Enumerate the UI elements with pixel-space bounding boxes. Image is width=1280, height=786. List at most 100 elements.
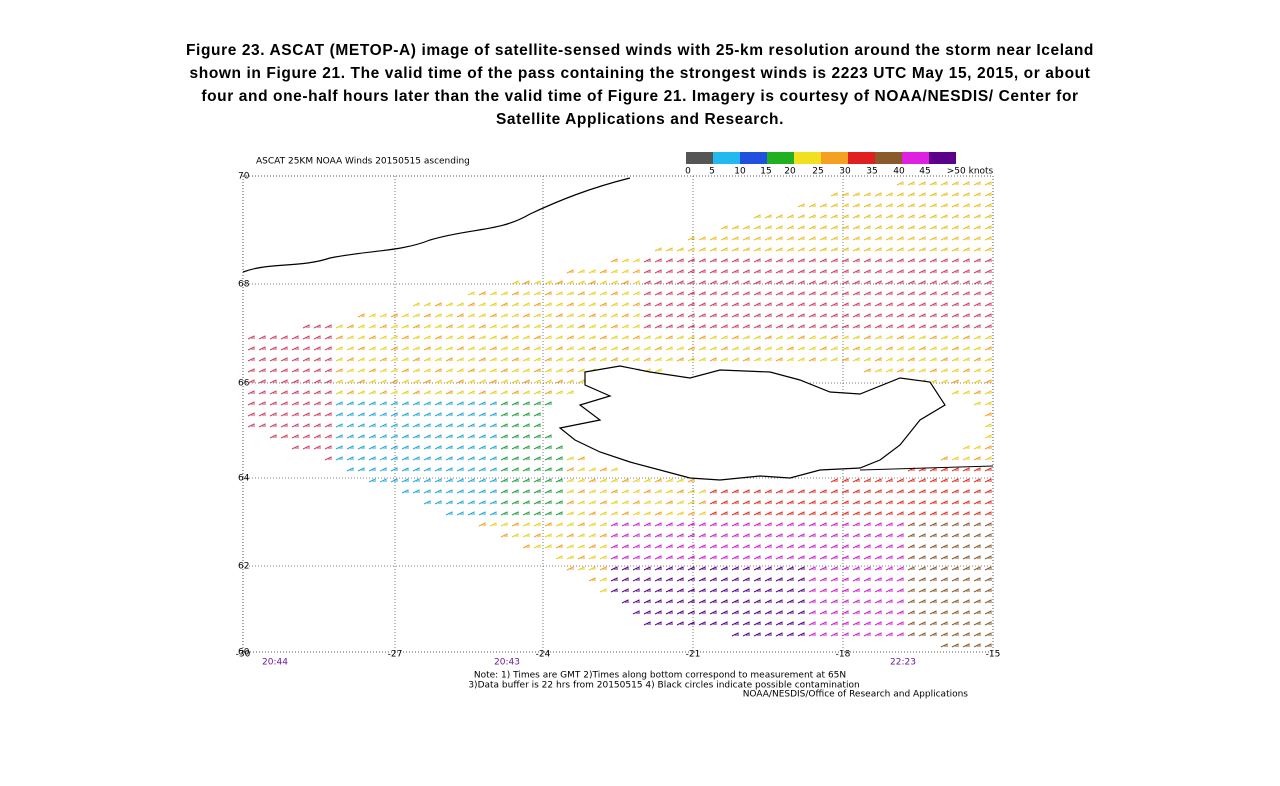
wind-barb	[720, 225, 728, 230]
wind-barb	[742, 566, 750, 571]
wind-barb	[852, 522, 860, 527]
wind-barb	[863, 346, 871, 351]
wind-barb	[709, 236, 717, 241]
wind-barb	[423, 445, 431, 450]
wind-barb	[951, 621, 959, 626]
wind-barb	[698, 566, 706, 571]
wind-barb	[489, 335, 497, 340]
wind-barb	[379, 423, 387, 428]
wind-barb	[808, 610, 816, 615]
wind-barb	[280, 401, 288, 406]
wind-barb	[522, 379, 530, 384]
wind-barb	[654, 313, 662, 318]
wind-barb	[511, 291, 519, 296]
wind-barb	[258, 335, 266, 340]
wind-barb	[368, 434, 376, 439]
wind-barb	[654, 247, 662, 252]
wind-barb	[599, 324, 607, 329]
wind-barb	[874, 280, 882, 285]
wind-barb	[786, 610, 794, 615]
wind-barb	[500, 434, 508, 439]
wind-barb	[522, 500, 530, 505]
wind-barb	[533, 324, 541, 329]
wind-barb	[973, 357, 981, 362]
wind-barb	[346, 401, 354, 406]
wind-barb	[434, 324, 442, 329]
wind-barb	[973, 511, 981, 516]
wind-barb	[808, 621, 816, 626]
wind-barb	[522, 423, 530, 428]
wind-barb	[830, 324, 838, 329]
wind-barb	[698, 269, 706, 274]
wind-barb	[863, 522, 871, 527]
wind-barb	[874, 302, 882, 307]
wind-barb	[885, 500, 893, 505]
wind-barb	[962, 522, 970, 527]
wind-barb	[907, 566, 915, 571]
wind-barb	[709, 489, 717, 494]
wind-barb	[731, 544, 739, 549]
lon-label: -21	[686, 650, 701, 660]
wind-barb	[434, 390, 442, 395]
wind-barb	[907, 621, 915, 626]
wind-barb	[511, 500, 519, 505]
wind-barb	[819, 313, 827, 318]
wind-barb	[819, 280, 827, 285]
wind-barb	[984, 302, 992, 307]
wind-barb	[984, 566, 992, 571]
wind-barb	[566, 280, 574, 285]
wind-barb	[973, 555, 981, 560]
wind-barb	[940, 368, 948, 373]
wind-barb	[698, 280, 706, 285]
wind-barb	[489, 302, 497, 307]
wind-barb	[621, 544, 629, 549]
wind-barb	[654, 269, 662, 274]
wind-barb	[819, 302, 827, 307]
wind-barb	[940, 467, 948, 472]
wind-barb	[544, 401, 552, 406]
wind-barb	[445, 434, 453, 439]
wind-barb	[533, 511, 541, 516]
wind-barb	[621, 489, 629, 494]
wind-barb	[621, 511, 629, 516]
wind-barb	[797, 357, 805, 362]
wind-barb	[313, 335, 321, 340]
wind-barb	[742, 544, 750, 549]
wind-barb	[258, 357, 266, 362]
wind-barb	[808, 291, 816, 296]
wind-barb	[863, 478, 871, 483]
wind-barb	[676, 258, 684, 263]
wind-barb	[456, 390, 464, 395]
wind-barb	[401, 368, 409, 373]
wind-barb	[423, 368, 431, 373]
wind-barb	[720, 313, 728, 318]
wind-barb	[280, 379, 288, 384]
wind-barb	[852, 258, 860, 263]
wind-barb	[665, 478, 673, 483]
wind-barb	[621, 313, 629, 318]
wind-barb	[643, 500, 651, 505]
wind-barb	[566, 456, 574, 461]
wind-barb	[874, 291, 882, 296]
wind-barb	[555, 346, 563, 351]
wind-barb	[885, 368, 893, 373]
wind-barb	[786, 236, 794, 241]
wind-barb	[874, 522, 882, 527]
wind-barb	[742, 577, 750, 582]
wind-barb	[445, 467, 453, 472]
wind-barb	[764, 280, 772, 285]
wind-barb	[808, 500, 816, 505]
wind-barb	[368, 346, 376, 351]
wind-barb	[665, 511, 673, 516]
wind-barb	[489, 412, 497, 417]
wind-barb	[401, 379, 409, 384]
wind-barb	[709, 566, 717, 571]
wind-barb	[830, 610, 838, 615]
wind-barb	[632, 577, 640, 582]
wind-barb	[687, 269, 695, 274]
wind-barb	[731, 313, 739, 318]
wind-barb	[676, 588, 684, 593]
wind-barb	[852, 313, 860, 318]
wind-barb	[445, 456, 453, 461]
wind-barb	[698, 588, 706, 593]
